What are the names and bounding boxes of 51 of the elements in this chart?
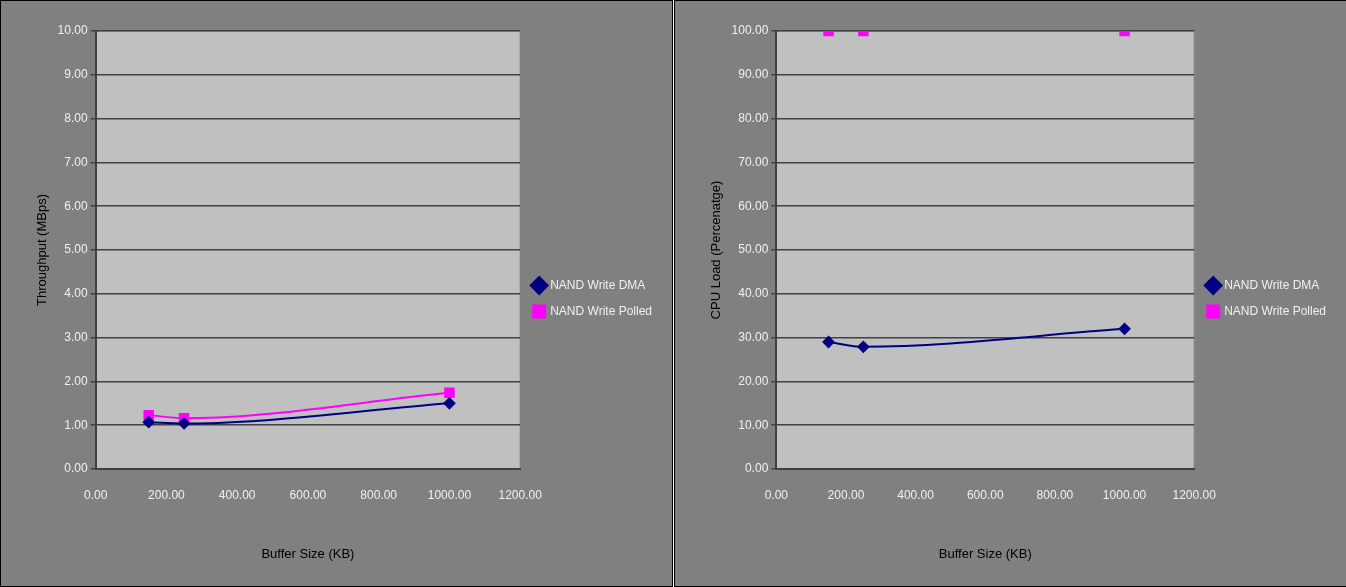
y-axis-title: CPU Load (Percenatge) <box>708 180 724 320</box>
x-tick-label: 800.00 <box>1036 487 1074 502</box>
x-tick-label: 600.00 <box>966 487 1004 502</box>
x-tick-label: 1200.00 <box>498 487 543 502</box>
point <box>443 397 456 410</box>
legend-label: NAND Write DMA <box>550 277 646 292</box>
y-tick-label: 70.00 <box>738 154 769 169</box>
point <box>822 335 835 348</box>
y-tick-label: 10.00 <box>57 23 88 38</box>
x-tick-label: 200.00 <box>148 487 186 502</box>
x-tick-label: 400.00 <box>897 487 935 502</box>
legend-label: NAND Write Polled <box>1224 303 1327 318</box>
y-tick-label: 20.00 <box>738 373 769 388</box>
y-tick-label: 4.00 <box>64 286 88 301</box>
x-tick-label: 1200.00 <box>1172 487 1217 502</box>
y-tick-label: 50.00 <box>738 242 769 257</box>
x-tick-label: 600.00 <box>289 487 327 502</box>
x-tick-label: 1000.00 <box>427 487 472 502</box>
y-tick-label: 0.00 <box>64 461 88 476</box>
y-tick-label: 8.00 <box>64 110 88 125</box>
y-tick-label: 1.00 <box>64 417 88 432</box>
y-tick-label: 6.00 <box>64 198 88 213</box>
y-tick-label: 90.00 <box>738 67 769 82</box>
y-tick-label: 2.00 <box>64 373 88 388</box>
y-tick-label: 10.00 <box>738 417 769 432</box>
point <box>178 417 191 430</box>
point <box>857 340 870 353</box>
point <box>1118 322 1131 335</box>
point <box>142 416 155 429</box>
x-axis-title: Buffer Size (KB) <box>261 545 355 561</box>
y-tick-label: 0.00 <box>744 461 769 476</box>
point <box>444 387 455 399</box>
y-axis-title: Throughput (MBps) <box>34 194 50 306</box>
x-tick-label: 0.00 <box>764 487 789 502</box>
x-axis-title: Buffer Size (KB) <box>938 545 1032 561</box>
y-tick-label: 5.00 <box>64 242 88 257</box>
legend-label: NAND Write DMA <box>1224 277 1320 292</box>
x-tick-label: 800.00 <box>360 487 398 502</box>
y-tick-label: 60.00 <box>738 198 769 213</box>
y-tick-label: 3.00 <box>64 329 88 344</box>
y-tick-label: 9.00 <box>64 67 88 82</box>
x-tick-label: 200.00 <box>827 487 865 502</box>
x-tick-label: 0.00 <box>83 487 108 502</box>
legend-label: NAND Write Polled <box>550 303 653 318</box>
y-tick-label: 30.00 <box>738 329 769 344</box>
y-tick-label: 80.00 <box>738 110 769 125</box>
x-tick-label: 1000.00 <box>1102 487 1147 502</box>
y-tick-label: 100.00 <box>731 23 769 38</box>
y-tick-label: 40.00 <box>738 286 769 301</box>
y-tick-label: 7.00 <box>64 154 88 169</box>
x-tick-label: 400.00 <box>218 487 256 502</box>
